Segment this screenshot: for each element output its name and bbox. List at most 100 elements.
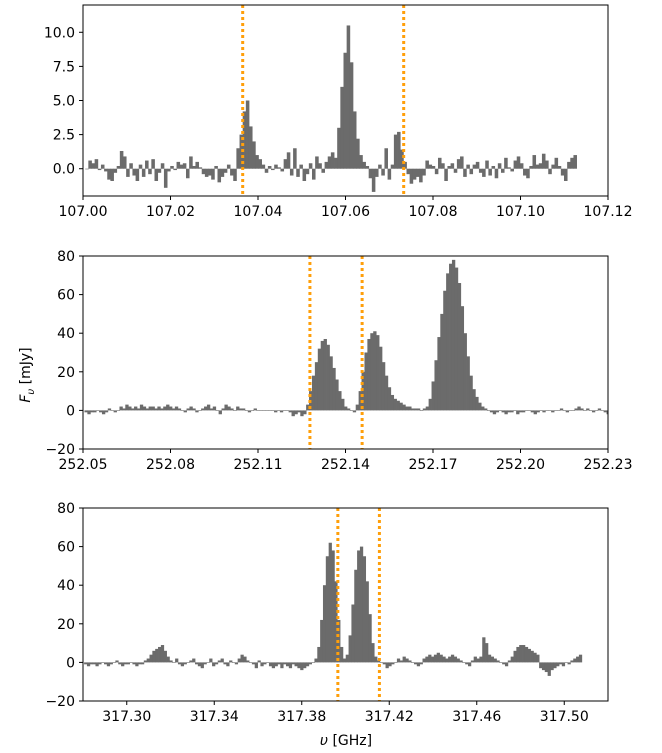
histogram-bar [529,165,533,169]
histogram-bar [308,163,313,169]
histogram-bar [203,662,207,665]
histogram-bar [224,404,228,411]
histogram-bar [329,356,333,411]
histogram-bar [200,662,204,669]
histogram-bar [343,52,348,169]
histogram-bar [409,168,414,184]
y-tick-label: 20 [57,365,75,381]
histogram-bar [254,662,258,669]
histogram-bar [371,168,376,192]
histogram-bar [262,410,266,411]
chart-panel-1: 107.00 107.02 107.04 107.06 107.08 107.10 107.… [44,4,633,220]
histogram-bar [465,662,469,665]
histogram-bar [244,410,249,411]
y-tick-label: 7.5 [53,59,75,75]
histogram-bar [460,156,464,169]
histogram-bar [86,662,91,667]
histogram-bar [473,656,477,663]
histogram-bar [84,410,88,413]
histogram-bar [545,160,549,169]
histogram-bar [449,263,453,411]
histogram-bar [85,168,89,170]
histogram-bar [145,160,149,169]
histogram-bar [419,662,423,665]
histogram-bar [559,408,564,411]
histogram-bar [374,168,379,177]
histogram-bar [576,656,580,663]
histogram-bar [348,635,352,663]
y-tick-label: 0 [66,655,75,671]
histogram-bar [141,168,146,177]
x-tick-label: 252.23 [584,457,633,473]
histogram-bar [263,662,267,665]
histogram-bar [567,161,571,169]
histogram-bar [466,164,470,169]
histogram-bar [163,168,168,188]
histogram-bar [405,658,409,663]
histogram-bar [113,168,118,173]
histogram-bar [154,168,159,181]
histogram-bar [510,656,514,663]
histogram-bar [349,410,354,411]
histogram-bar [293,148,297,169]
histogram-bar [209,658,213,663]
histogram-bar [573,658,577,663]
histogram-bar [128,406,132,411]
histogram-bar [416,408,421,411]
histogram-bar [237,658,241,663]
histogram-bar [394,662,398,663]
histogram-bar [280,662,284,669]
histogram-bar [154,408,158,411]
histogram-bar [242,111,247,169]
histogram-bar [365,165,370,169]
histogram-bar [419,410,424,411]
histogram-bar [328,542,332,663]
histogram-bar [201,168,206,175]
histogram-bar [422,408,427,411]
histogram-bar [277,167,281,169]
histogram-bar [91,163,96,169]
histogram-bar [158,646,162,663]
histogram-bar [408,406,412,411]
histogram-bar [286,662,290,667]
histogram-bar [351,604,355,663]
histogram-bar [526,168,530,179]
histogram-bar [297,662,301,669]
histogram-bar [209,408,214,411]
histogram-bar [236,406,240,411]
histogram-bar [160,408,164,411]
histogram-bar [198,167,203,169]
histogram-bar [358,391,362,411]
histogram-bar [422,168,426,176]
histogram-bar [408,660,412,663]
histogram-bar [180,410,185,411]
histogram-bar [87,410,91,415]
histogram-bar [157,406,161,411]
histogram-bar [469,168,474,175]
x-label-symbol: υ [320,733,328,749]
histogram-bar [223,168,228,173]
histogram-bar [308,662,312,665]
histogram-bar [476,658,480,663]
histogram-bar [513,410,517,411]
histogram-bar [384,375,389,411]
x-tick-label: 317.42 [365,709,414,725]
histogram-bar [276,410,281,411]
histogram-bar [138,662,142,665]
histogram-bar [314,658,318,663]
histogram-bar [126,662,130,665]
x-tick-label: 107.04 [234,204,283,220]
histogram-bar [390,164,395,169]
histogram-bar [306,404,310,411]
histogram-bar [431,381,435,411]
histogram-bar [355,404,360,411]
histogram-bar [106,662,111,667]
y-tick-label: 5.0 [53,94,75,110]
y-tick-label: 40 [57,326,75,342]
histogram-bar [204,168,209,177]
histogram-bar [257,660,261,663]
x-tick-label: 107.08 [409,204,458,220]
histogram-bar [453,168,458,173]
marker-lines [336,508,381,701]
histogram-bar [434,168,439,175]
